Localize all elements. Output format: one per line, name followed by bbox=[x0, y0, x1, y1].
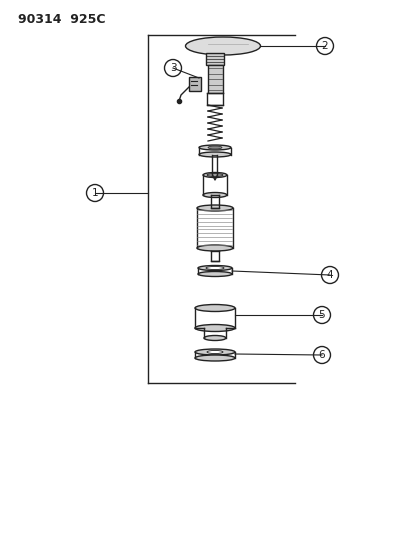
Text: 3: 3 bbox=[169, 63, 176, 73]
Ellipse shape bbox=[197, 205, 233, 211]
Ellipse shape bbox=[197, 245, 233, 251]
Ellipse shape bbox=[195, 355, 235, 361]
Ellipse shape bbox=[185, 37, 260, 55]
Text: 6: 6 bbox=[318, 350, 325, 360]
Text: 2: 2 bbox=[321, 41, 328, 51]
Text: 1: 1 bbox=[91, 188, 98, 198]
Ellipse shape bbox=[204, 335, 225, 341]
Ellipse shape bbox=[197, 265, 231, 271]
Ellipse shape bbox=[207, 146, 221, 149]
Bar bbox=[206, 53, 223, 65]
Ellipse shape bbox=[195, 304, 235, 311]
Ellipse shape bbox=[199, 145, 230, 150]
Ellipse shape bbox=[202, 173, 226, 177]
Ellipse shape bbox=[206, 266, 223, 270]
Ellipse shape bbox=[206, 174, 223, 176]
Text: 90314  925C: 90314 925C bbox=[18, 13, 105, 26]
Ellipse shape bbox=[206, 351, 223, 353]
Ellipse shape bbox=[199, 152, 230, 157]
FancyBboxPatch shape bbox=[189, 77, 201, 91]
Text: 4: 4 bbox=[326, 270, 332, 280]
Text: 5: 5 bbox=[318, 310, 325, 320]
Bar bbox=[207, 65, 223, 93]
Ellipse shape bbox=[202, 192, 226, 198]
Ellipse shape bbox=[195, 349, 235, 355]
Ellipse shape bbox=[195, 325, 235, 332]
Ellipse shape bbox=[197, 271, 231, 277]
